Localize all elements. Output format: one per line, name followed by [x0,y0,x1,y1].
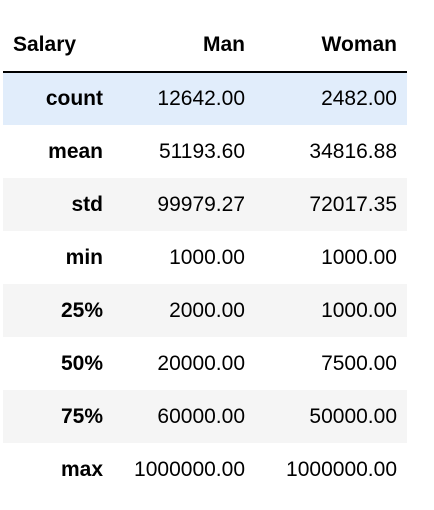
cell-50-woman: 7500.00 [321,351,397,375]
cell-min-man: 1000.00 [169,245,245,269]
index-name-header: Salary [3,18,103,73]
cell-count-woman: 2482.00 [321,87,397,110]
table-row: min 1000.00 1000.00 [3,231,407,284]
header-row: Salary Man Woman [3,18,407,73]
cell-50-man: 20000.00 [157,351,245,375]
table-row: mean 51193.60 34816.88 [3,125,407,178]
cell-max-man: 1000000.00 [134,457,245,481]
cell-75-man: 60000.00 [157,404,245,428]
row-label-min: min [65,245,103,269]
table-row: max 1000000.00 1000000.00 [3,443,407,496]
row-label-25: 25% [60,298,103,322]
cell-25-man: 2000.00 [169,298,245,322]
cell-25-woman: 1000.00 [321,298,397,322]
cell-std-woman: 72017.35 [309,192,397,216]
column-header-woman: Woman [247,18,407,73]
column-header-man: Man [103,18,247,73]
row-label-std: std [71,192,104,216]
cell-75-woman: 50000.00 [309,404,397,428]
dataframe-table: Salary Man Woman count 12642.00 2482.00 … [3,18,407,496]
table-row: 75% 60000.00 50000.00 [3,390,407,443]
cell-mean-woman: 34816.88 [309,139,397,163]
row-label-max: max [60,457,103,481]
cell-max-woman: 1000000.00 [286,457,397,481]
row-label-mean: mean [48,139,103,163]
row-label-count: count [45,87,103,110]
table-body: count 12642.00 2482.00 mean 51193.60 348… [3,72,407,496]
table-row: 25% 2000.00 1000.00 [3,284,407,337]
table-row: std 99979.27 72017.35 [3,178,407,231]
table-row: count 12642.00 2482.00 [3,72,407,125]
cell-mean-man: 51193.60 [158,139,245,163]
cell-count-man: 12642.00 [157,87,245,110]
row-label-75: 75% [60,404,103,428]
row-label-50: 50% [60,351,103,375]
cell-std-man: 99979.27 [157,192,245,216]
table-row: 50% 20000.00 7500.00 [3,337,407,390]
cell-min-woman: 1000.00 [321,245,397,269]
table-header: Salary Man Woman [3,18,407,73]
